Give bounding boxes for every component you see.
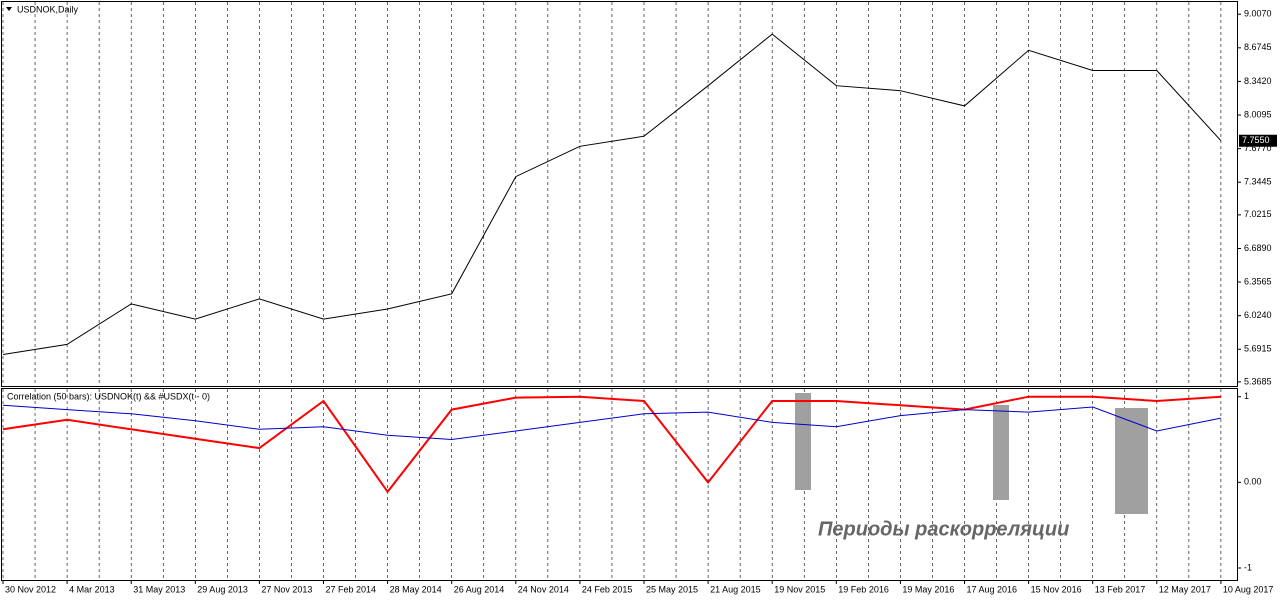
series-line [2, 404, 1221, 441]
y-tick-label: 6.3565 [1244, 276, 1272, 286]
chart-title: USDNOK,Daily [17, 4, 79, 14]
y-tick-label: 0.00 [1244, 477, 1262, 487]
x-tick-label: 29 Aug 2013 [197, 584, 248, 594]
series-line [2, 33, 1222, 355]
x-tick-label: 25 May 2015 [646, 584, 698, 594]
highlight-box [993, 405, 1009, 500]
x-tick-label: 28 May 2014 [390, 584, 442, 594]
grid [2, 2, 1222, 580]
x-tick-label: 24 Nov 2014 [518, 584, 569, 594]
x-tick-label: 13 Feb 2017 [1095, 584, 1146, 594]
x-tick-label: 17 Aug 2016 [967, 584, 1018, 594]
y-tick-label: 8.0095 [1244, 109, 1272, 119]
x-tick-label: 12 May 2017 [1159, 584, 1211, 594]
pane-arrow [6, 7, 12, 11]
x-tick-label: 15 Nov 2016 [1031, 584, 1082, 594]
y-tick-label: 9.0070 [1244, 9, 1272, 19]
x-tick-label: 19 Nov 2015 [774, 584, 825, 594]
indicator-pane [1, 388, 1238, 581]
annotation: Периоды раскорреляции [818, 518, 1069, 540]
x-tick-label: 19 May 2016 [902, 584, 954, 594]
y-tick-label: -1 [1244, 562, 1252, 572]
y-tick-label: 6.6890 [1244, 243, 1272, 253]
x-tick-label: 27 Nov 2013 [261, 584, 312, 594]
price-label-bg [1239, 134, 1277, 147]
x-tick-label: 24 Feb 2015 [582, 584, 633, 594]
highlight-box [1115, 408, 1148, 514]
highlight-box [795, 393, 811, 490]
x-tick-label: 19 Feb 2016 [838, 584, 889, 594]
y-tick-label: 8.3420 [1244, 76, 1272, 86]
x-tick-label: 30 Nov 2012 [5, 584, 56, 594]
x-tick-label: 27 Feb 2014 [326, 584, 377, 594]
x-tick-label: 10 Aug 2017 [1223, 584, 1274, 594]
series-line [2, 395, 1221, 494]
x-tick-label: 26 Aug 2014 [454, 584, 505, 594]
y-tick-label: 8.6745 [1244, 42, 1272, 52]
price-label: 7.7550 [1242, 135, 1270, 145]
price-pane [1, 1, 1238, 387]
x-tick-label: 31 May 2013 [133, 584, 185, 594]
y-tick-label: 5.3685 [1244, 376, 1272, 386]
y-tick-label: 5.6915 [1244, 344, 1272, 354]
x-tick-label: 4 Mar 2013 [69, 584, 115, 594]
y-tick-label: 6.0240 [1244, 310, 1272, 320]
y-tick-label: 1 [1244, 391, 1249, 401]
indicator-title: Correlation (50 bars): USDNOK(t) && #USD… [7, 391, 210, 401]
y-tick-label: 7.3445 [1244, 177, 1272, 187]
y-tick-label: 7.0215 [1244, 209, 1272, 219]
x-tick-label: 21 Aug 2015 [710, 584, 761, 594]
y-tick-label: 7.6770 [1244, 143, 1272, 153]
